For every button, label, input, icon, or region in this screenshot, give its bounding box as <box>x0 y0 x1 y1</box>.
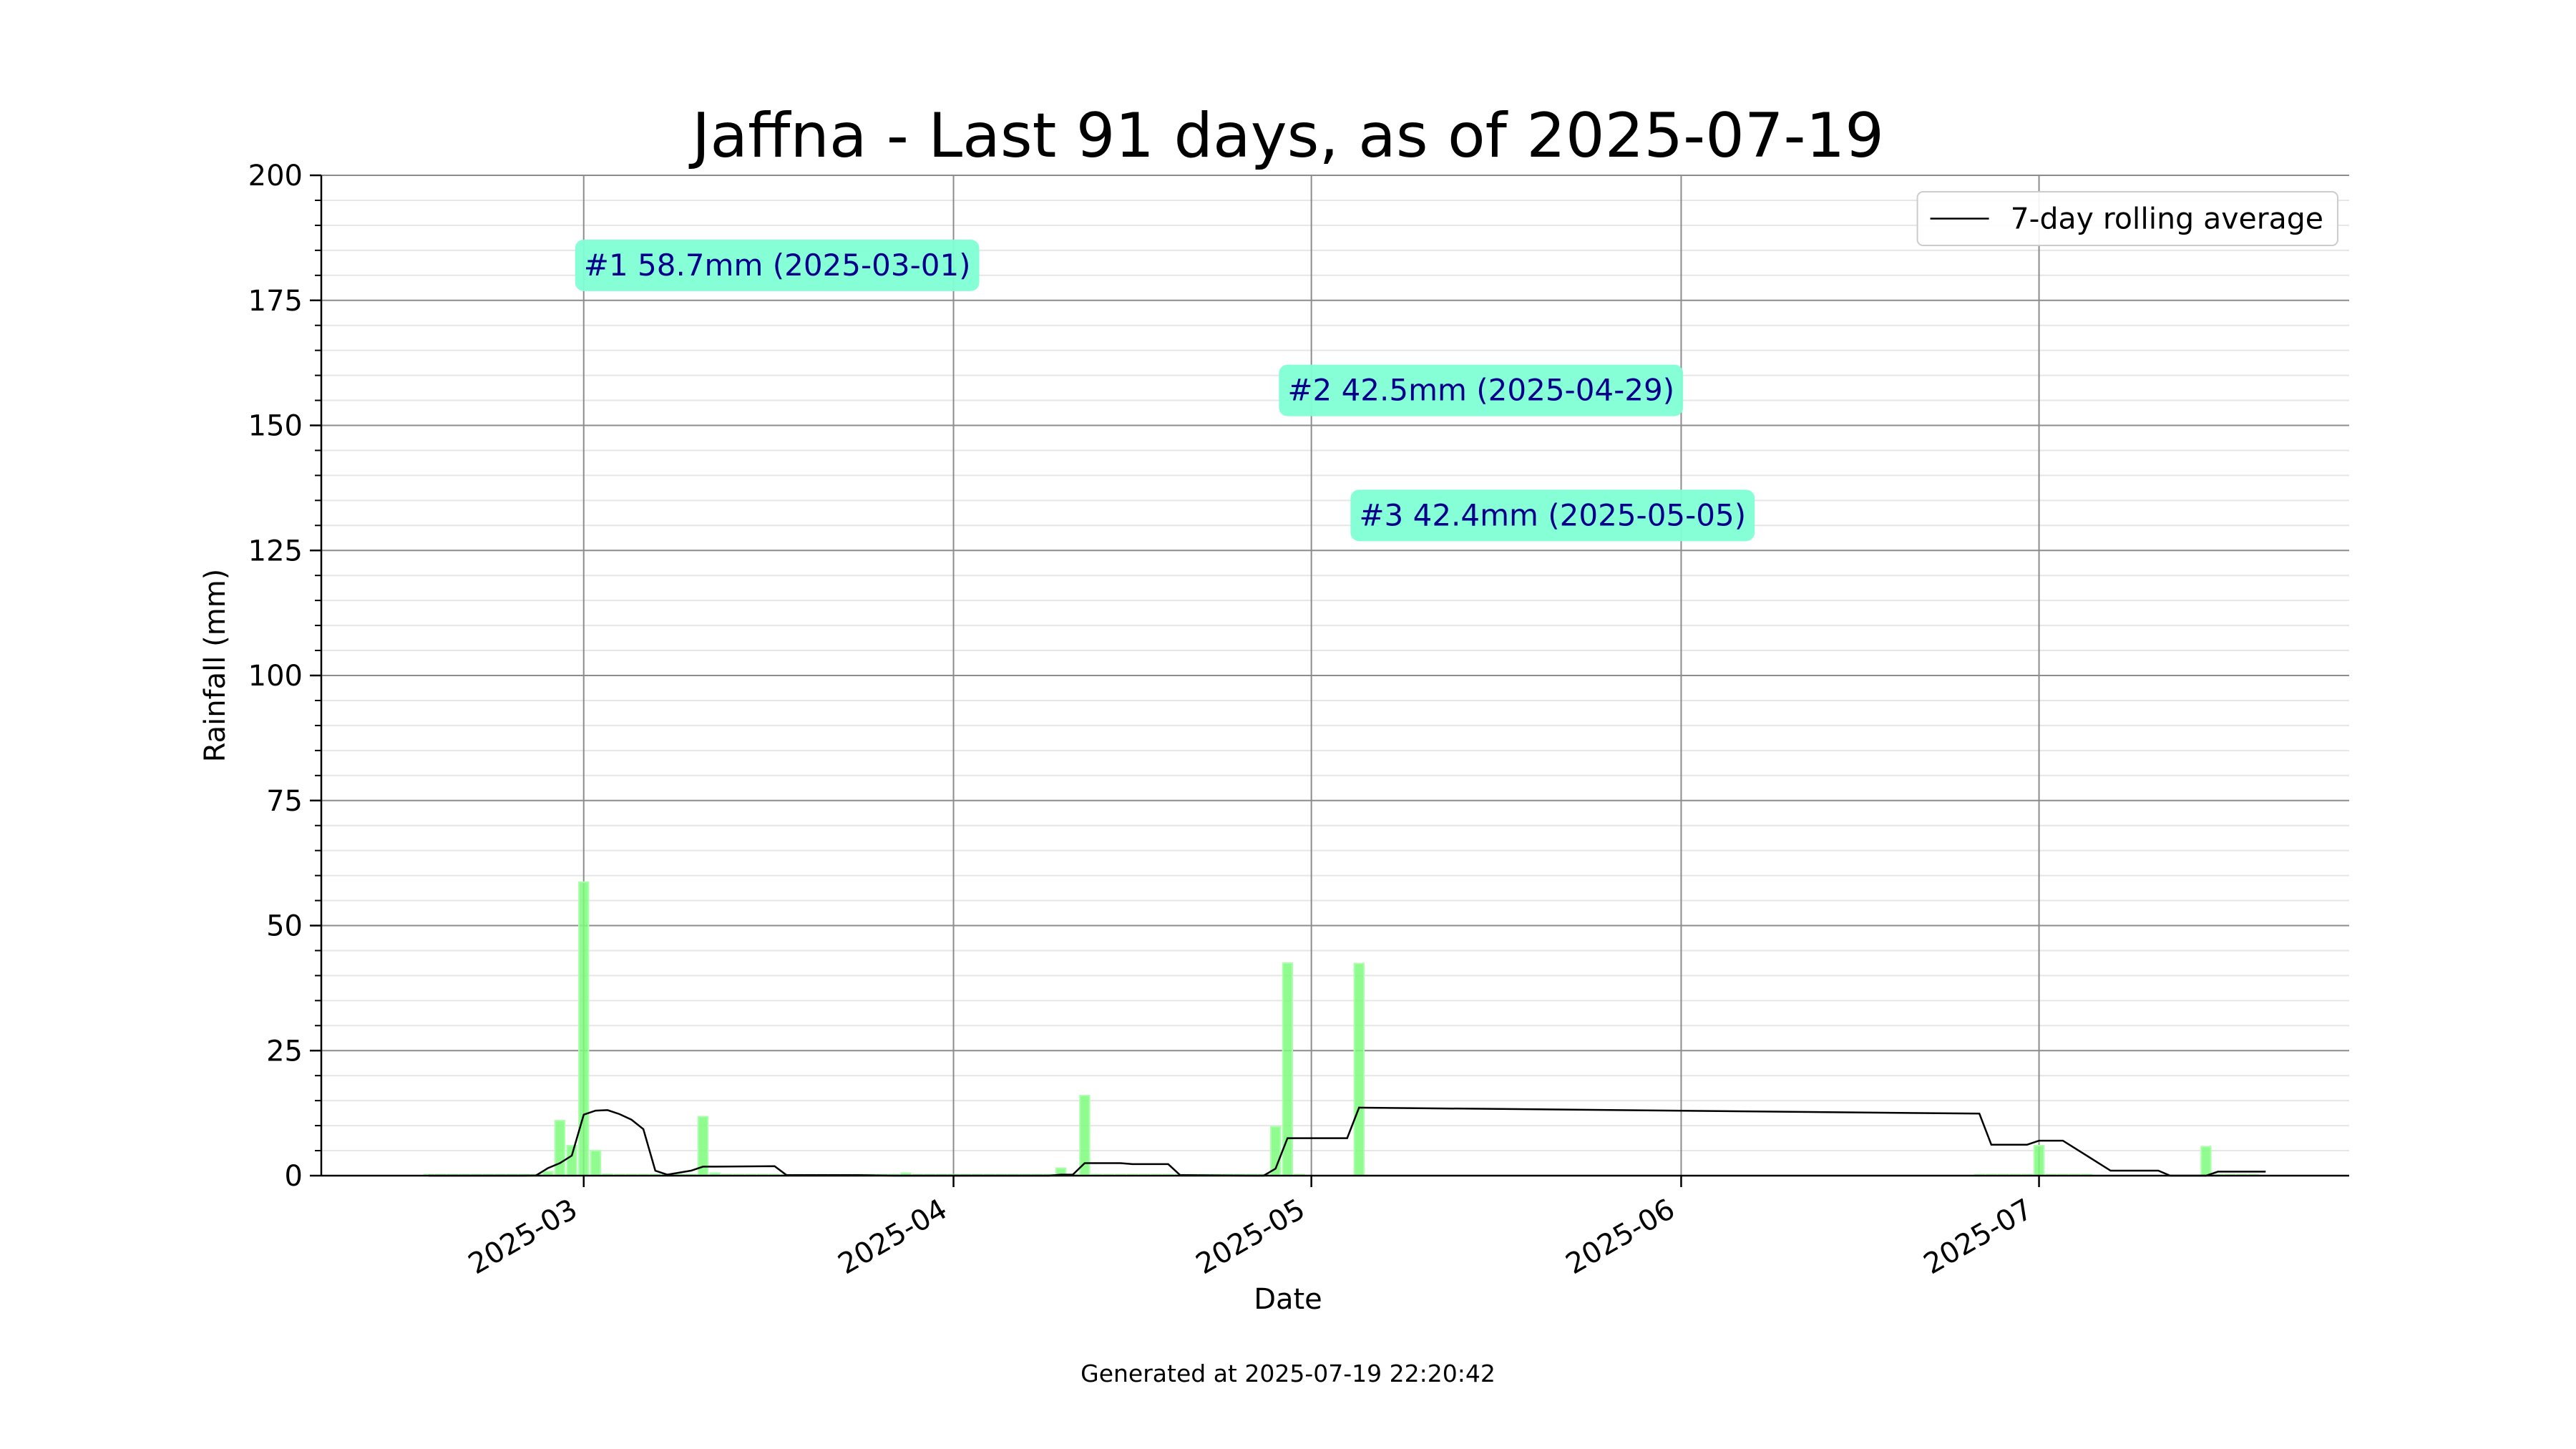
x-tick-label: 2025-07 <box>1918 1193 2039 1281</box>
annotations: #1 58.7mm (2025-03-01) #2 42.5mm (2025-04… <box>575 239 1755 542</box>
annotation-box <box>1279 364 1684 416</box>
rolling-average-line-group <box>429 1106 2266 1177</box>
generated-timestamp: Generated at 2025-07-19 22:20:42 <box>1080 1360 1496 1387</box>
minor-gridlines <box>321 199 2349 1152</box>
rainfall-bar <box>2033 1145 2045 1177</box>
axes: 0 25 50 75 100 125 150 175 200 2025-03 2025-04 2025… <box>248 160 2349 1281</box>
x-tick-label: 2025-05 <box>1191 1193 1311 1281</box>
legend-box <box>1916 191 2338 246</box>
y-tick-label: 50 <box>266 910 303 943</box>
annotation-label: #2 42.5mm (2025-04-29) <box>1287 373 1674 408</box>
legend-entry: 7-day rolling average <box>2011 202 2323 236</box>
rainfall-bar <box>1353 962 1365 1177</box>
rainfall-bar <box>566 1145 577 1177</box>
y-tick-label: 25 <box>266 1035 303 1068</box>
x-tick-label: 2025-06 <box>1561 1193 1681 1281</box>
legend: 7-day rolling average <box>1916 191 2338 246</box>
y-tick-label: 200 <box>248 160 303 192</box>
annotation-label: #3 42.4mm (2025-05-05) <box>1359 497 1746 532</box>
chart-title: Jaffna - Last 91 days, as of 2025-07-19 <box>692 100 1884 172</box>
y-tick-label: 75 <box>266 785 303 818</box>
y-tick-label: 150 <box>248 410 303 443</box>
x-tick-label: 2025-04 <box>833 1193 953 1281</box>
y-tick-label: 175 <box>248 285 303 318</box>
y-tick-label: 0 <box>285 1160 303 1193</box>
rainfall-bar <box>1282 962 1293 1177</box>
x-axis-label: Date <box>1254 1283 1322 1316</box>
rainfall-bar <box>554 1120 566 1176</box>
y-axis-label: Rainfall (mm) <box>199 568 232 763</box>
rainfall-bar <box>578 881 590 1176</box>
x-tick-label: 2025-03 <box>463 1193 583 1281</box>
annotation: #3 42.4mm (2025-05-05) <box>1350 489 1755 542</box>
annotation: #1 58.7mm (2025-03-01) <box>575 239 980 291</box>
rainfall-bar <box>590 1150 602 1177</box>
rainfall-bar <box>2200 1146 2212 1177</box>
annotation: #2 42.5mm (2025-04-29) <box>1279 364 1684 416</box>
y-tick-label: 125 <box>248 535 303 567</box>
rolling-average-line <box>429 1106 2266 1177</box>
annotation-box <box>1350 489 1755 542</box>
y-tick-label: 100 <box>248 660 303 693</box>
annotation-box <box>575 239 980 291</box>
annotation-label: #1 58.7mm (2025-03-01) <box>584 248 971 283</box>
